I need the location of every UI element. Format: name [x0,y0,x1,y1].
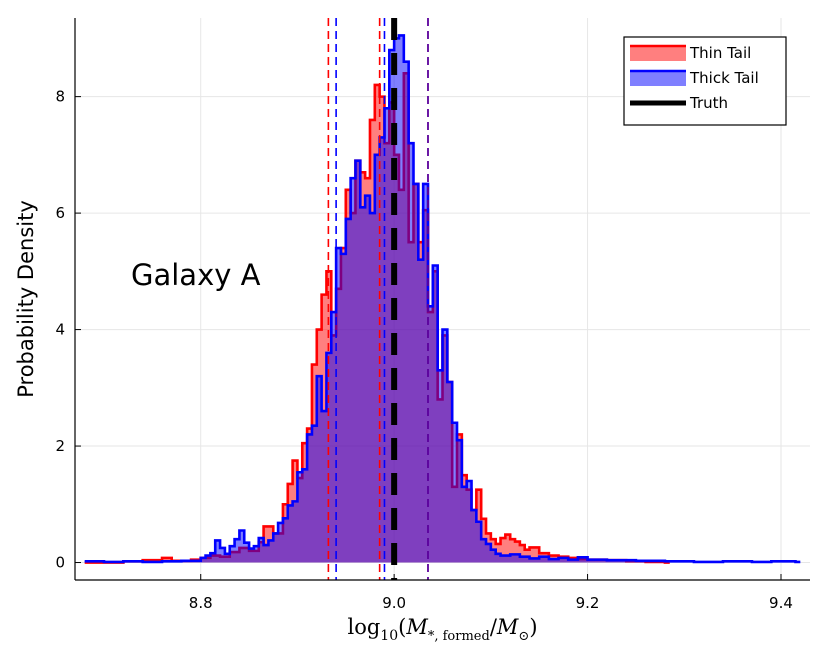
legend-items: Thin Tail Thick Tail Truth [630,44,759,112]
legend-item-thick-tail: Thick Tail [630,69,759,87]
legend-swatch [630,46,686,61]
legend-item-thin-tail: Thin Tail [630,44,751,62]
y-tick-label: 4 [55,321,65,339]
y-tick-label: 6 [55,204,65,222]
y-tick-label: 8 [55,88,65,106]
x-axis-title: log10(M*, formed/M⊙) [347,615,537,644]
legend-label: Truth [689,94,728,112]
credible-interval-lines [327,18,429,580]
series-fill-thick-tail [84,35,801,563]
y-tick-label: 0 [55,554,65,572]
x-axis-title-open: ( [398,615,406,639]
x-axis-title-sub1: *, formed [428,629,490,644]
x-axis-title-slash: / [490,615,498,639]
x-axis-title-sub: 10 [380,628,398,644]
legend: Thin Tail Thick Tail Truth [623,36,787,126]
legend-label: Thin Tail [689,44,751,62]
y-tick-label: 2 [55,437,65,455]
x-tick-label: 9.2 [576,594,600,612]
x-tick-label: 8.8 [189,594,213,612]
x-tick-label: 9.4 [769,594,793,612]
legend-label: Thick Tail [689,69,759,87]
series-outline-thick-tail [84,34,801,564]
axes: 8.8 9.0 9.2 9.4 0 2 4 6 8 [55,18,810,612]
galaxy-annotation: Galaxy A [131,258,261,292]
legend-swatch [630,71,686,86]
x-axis-title-close: ) [529,615,537,639]
legend-item-truth: Truth [630,94,728,112]
series-layer [84,34,801,564]
x-axis-title-m1: M [405,615,428,639]
x-axis-title-m2: M [496,615,519,639]
y-axis-title: Probability Density [14,200,38,398]
x-axis-title-sub2: ⊙ [518,629,529,644]
x-tick-label: 9.0 [382,594,406,612]
x-axis-title-prefix: log [347,615,380,639]
